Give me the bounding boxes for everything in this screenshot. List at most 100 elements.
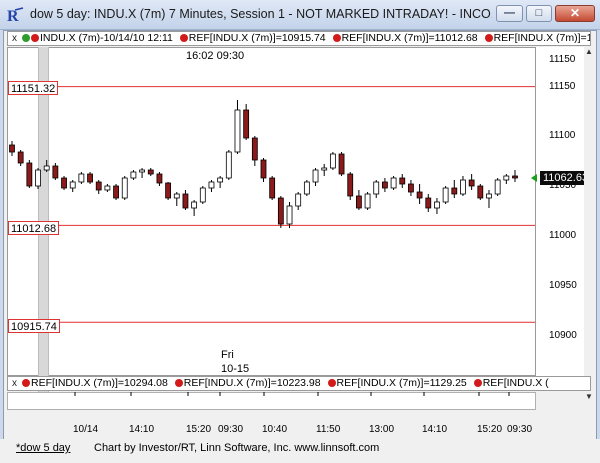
time-axis-ticks — [74, 392, 510, 396]
close-button[interactable]: ✕ — [555, 5, 595, 22]
candlestick-chart[interactable] — [8, 48, 535, 375]
candle-body — [295, 193, 302, 207]
candle-body — [217, 177, 224, 183]
candle-body — [199, 187, 206, 203]
candle-body — [78, 173, 85, 183]
candle-body — [182, 193, 189, 209]
x-tick-label: 09:30 — [218, 424, 244, 435]
candle-body — [321, 167, 328, 171]
day-date-label: 10-15 — [221, 363, 250, 375]
candle-body — [251, 137, 258, 161]
price-chart-area[interactable] — [7, 47, 536, 376]
candle-body — [191, 201, 198, 209]
level-label-lower: 10915.74 — [8, 319, 60, 333]
minimize-button[interactable]: — — [496, 5, 523, 22]
candle-body — [173, 193, 180, 199]
candle-body — [61, 177, 67, 189]
candle-body — [52, 165, 59, 179]
last-price-badge: 11062.63 — [540, 171, 592, 185]
ref-bar-close-icon[interactable]: x — [12, 33, 17, 44]
candle-body — [139, 169, 145, 173]
candle-body — [408, 183, 414, 193]
candle-body — [260, 159, 267, 179]
candle-body — [69, 181, 76, 189]
candle-body — [399, 177, 406, 185]
candle-body — [121, 177, 128, 199]
candle-body — [95, 181, 102, 191]
candle-body — [434, 201, 440, 209]
window-titlebar: R dow 5 day: INDU.X (7m) 7 Minutes, Sess… — [0, 0, 600, 30]
close-icon: ✕ — [569, 6, 581, 20]
candle-body — [312, 169, 319, 183]
status-credit-text: Chart by Investor/RT, Linn Software, Inc… — [94, 442, 380, 454]
candle-body — [17, 151, 24, 164]
ref-bar-top-items: INDU.X (7m)-10/14/10 12:11 REF[INDU.X (7… — [22, 32, 590, 45]
window-title: dow 5 day: INDU.X (7m) 7 Minutes, Sessio… — [30, 7, 492, 21]
ref-item[interactable]: REF[INDU.X (7m)]=1129.25 — [327, 377, 467, 390]
last-price-arrow-icon — [531, 174, 537, 182]
candle-body — [364, 193, 371, 209]
session-break-label: 16:02 09:30 — [186, 50, 245, 62]
ref-item[interactable]: REF[INDU.X (7m)]=11012.68 — [332, 32, 478, 45]
scroll-down-icon[interactable]: ▼ — [585, 392, 593, 401]
status-dot-icon — [484, 34, 493, 42]
status-dot-icon — [31, 34, 39, 42]
status-dot-icon — [174, 379, 183, 387]
ref-item[interactable]: REF[INDU.X (7m)]=10294.08 — [22, 377, 168, 390]
price-axis[interactable] — [536, 47, 584, 376]
candle-body — [104, 185, 111, 191]
scroll-up-icon[interactable]: ▲ — [585, 47, 593, 56]
candle-body — [130, 171, 137, 179]
candle-body — [165, 182, 172, 199]
ref-bar-bottom-items: REF[INDU.X (7m)]=10294.08 REF[INDU.X (7m… — [22, 377, 553, 390]
x-tick-label: 13:00 — [369, 424, 395, 435]
minimize-icon: — — [504, 7, 515, 19]
ref-item[interactable]: REF[INDU.X (7m)]=10223.98 — [174, 377, 321, 390]
candle-body — [147, 169, 154, 175]
status-dot-icon — [332, 34, 341, 42]
status-dot-icon — [473, 379, 482, 387]
candle-body — [460, 179, 466, 195]
svg-text:R: R — [7, 8, 19, 24]
x-tick-label: 10:40 — [262, 424, 288, 435]
candle-body — [494, 179, 501, 195]
candle-body — [503, 175, 510, 181]
candle-body — [425, 197, 432, 209]
y-tick-label: 11150 — [549, 81, 576, 92]
ref-item[interactable]: REF[INDU.X (7m)]=11151.32 — [484, 32, 590, 45]
candle-body — [442, 187, 449, 203]
x-tick-label: 14:10 — [422, 424, 448, 435]
chart-tab-dow-5-day[interactable]: *dow 5 day — [16, 442, 71, 454]
candle-body — [35, 169, 41, 187]
x-tick-label: 10/14 — [73, 424, 99, 435]
vertical-scrollbar[interactable]: ▲ ▼ — [584, 47, 594, 408]
ref-item[interactable]: REF[INDU.X (7m)]=10915.74 — [179, 32, 326, 45]
candle-body — [26, 162, 33, 187]
reference-bar-top: x INDU.X (7m)-10/14/10 12:11 REF[INDU.X … — [7, 31, 591, 46]
time-axis[interactable] — [7, 392, 536, 410]
ref-item[interactable]: INDU.X (7m)-10/14/10 12:11 — [22, 32, 173, 45]
candle-body — [512, 175, 518, 179]
candle-body — [225, 151, 232, 179]
maximize-button[interactable]: □ — [526, 5, 552, 22]
candle-body — [477, 185, 484, 199]
candle-body — [87, 173, 93, 183]
candle-body — [156, 173, 163, 184]
candle-body — [113, 185, 119, 199]
status-dot-icon — [22, 34, 30, 42]
candle-body — [338, 153, 345, 175]
x-tick-label: 15:20 — [186, 424, 212, 435]
reference-bar-bottom: x REF[INDU.X (7m)]=10294.08 REF[INDU.X (… — [7, 376, 591, 391]
y-tick-label: 11050 — [549, 180, 577, 191]
ref-item[interactable]: REF[INDU.X ( — [473, 377, 549, 390]
level-label-middle: 11012.68 — [8, 221, 60, 235]
x-tick-label: 09:30 — [507, 424, 533, 435]
y-tick-label: 11000 — [549, 230, 577, 241]
y-tick-label: 11100 — [549, 130, 576, 141]
x-tick-label: 11:50 — [316, 424, 341, 435]
candle-body — [382, 181, 388, 189]
candle-body — [243, 109, 250, 139]
status-dot-icon — [22, 379, 30, 387]
ref-bar-close-icon[interactable]: x — [12, 378, 17, 389]
y-tick-label: 11150 — [549, 54, 576, 65]
